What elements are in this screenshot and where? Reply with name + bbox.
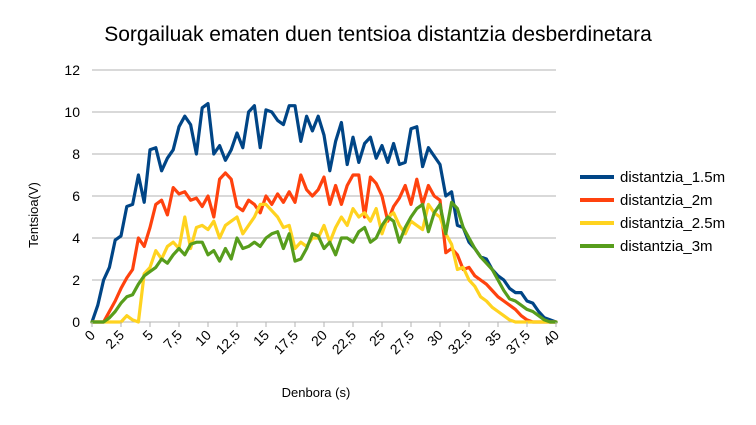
series-line-1 (90, 101, 558, 324)
x-tick-label: 12,5 (213, 327, 244, 358)
series-line-3 (90, 202, 558, 324)
y-tick-label: 2 (72, 272, 80, 288)
x-tick-label: 17,5 (271, 327, 302, 358)
x-tick-label: 15 (250, 327, 272, 349)
x-tick-label: 20 (308, 327, 330, 349)
chart-title: Sorgailuak ematen duen tentsioa distantz… (104, 23, 652, 46)
x-tick-label: 35 (482, 327, 504, 349)
x-tick-label: 37,5 (503, 327, 534, 358)
x-tick-label: 27,5 (387, 327, 418, 358)
y-tick-label: 12 (64, 62, 80, 78)
x-tick-label: 32,5 (445, 327, 476, 358)
y-tick-label: 8 (72, 146, 80, 162)
x-tick-label: 0 (81, 327, 98, 344)
x-tick-label: 30 (424, 327, 446, 349)
y-tick-label: 4 (72, 230, 80, 246)
legend: distantzia_1.5m distantzia_2m distantzia_2… (580, 169, 725, 255)
x-axis-title: Denbora (s) (282, 385, 351, 400)
y-axis-title: Tentsioa(V) (26, 182, 41, 248)
x-tick-label: 22,5 (329, 327, 360, 358)
x-tick-label: 7,5 (160, 327, 185, 352)
series-line-4 (90, 200, 558, 324)
y-tick-label: 10 (64, 104, 80, 120)
legend-label: distantzia_3m (620, 238, 713, 255)
x-tick-label: 40 (540, 327, 562, 349)
legend-label: distantzia_1.5m (620, 169, 725, 186)
y-tick-labels: 0 2 4 6 8 10 12 (64, 62, 80, 330)
y-tick-label: 0 (72, 314, 80, 330)
x-tick-label: 25 (366, 327, 388, 349)
x-tick-label: 10 (192, 327, 214, 349)
series-line-2 (90, 171, 558, 324)
legend-label: distantzia_2.5m (620, 215, 725, 232)
series-lines (90, 101, 558, 324)
legend-label: distantzia_2m (620, 192, 713, 209)
y-tick-label: 6 (72, 188, 80, 204)
x-tick-label: 5 (139, 327, 156, 344)
x-tick-label: 2,5 (102, 327, 127, 352)
